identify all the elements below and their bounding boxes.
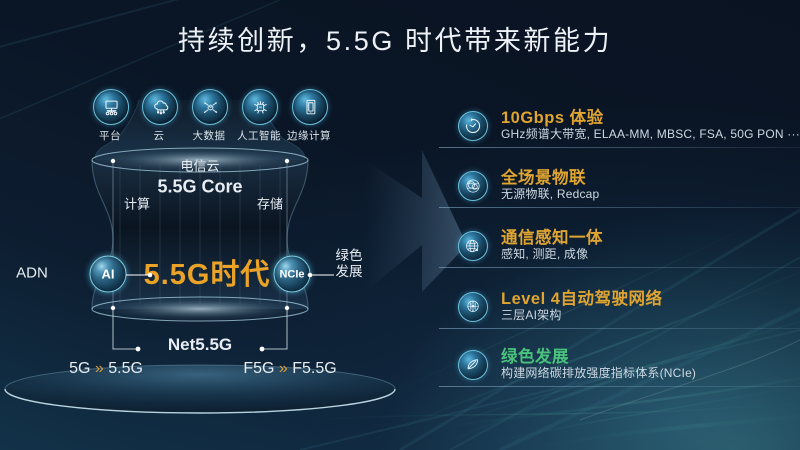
svg-text:AI: AI <box>258 104 262 109</box>
